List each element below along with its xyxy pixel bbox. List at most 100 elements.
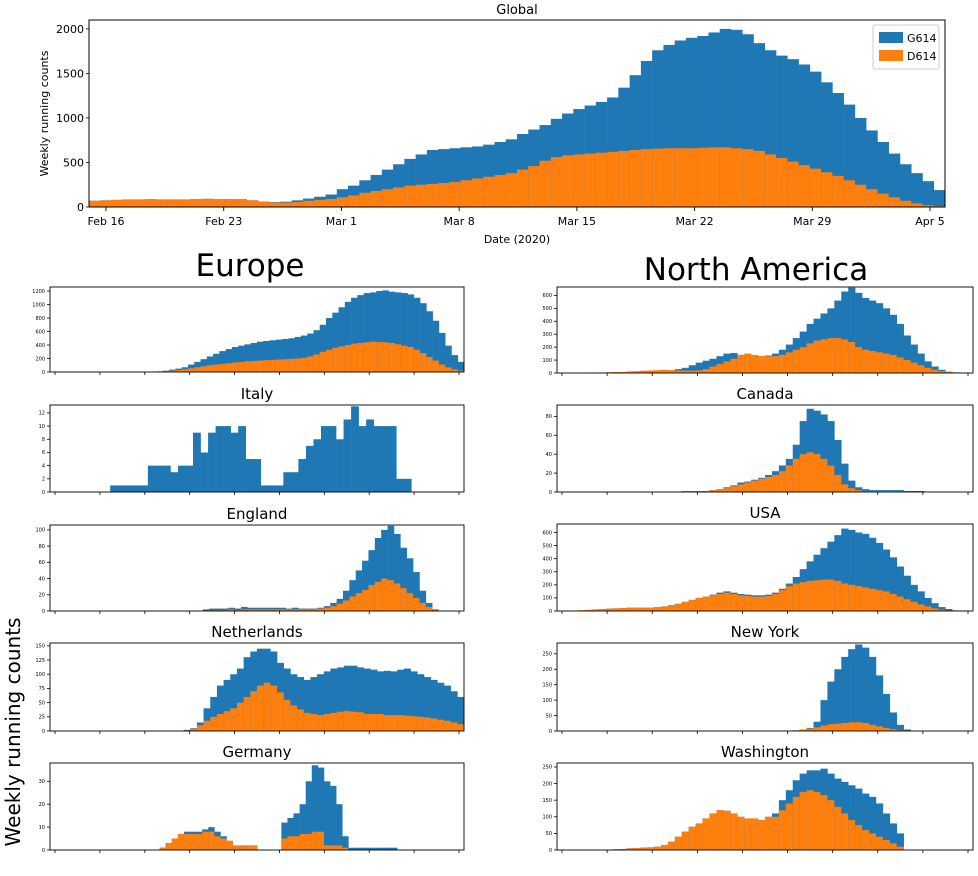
bar-d614 [269,202,281,207]
bar-g614 [293,813,300,850]
bar-d614 [827,800,835,850]
bar-g614 [253,607,261,611]
bar-d614 [827,338,835,373]
bar-g614 [342,836,349,850]
panel-title-usa: USA [749,504,781,522]
bar-d614 [737,484,745,492]
bar-d614 [336,197,349,207]
bar-d614 [667,841,676,850]
bar-g614 [896,323,904,373]
y-axis-label: Weekly running counts [38,50,51,176]
y-tick-label: 300 [542,332,552,338]
bar-g614 [202,609,210,611]
y-tick-label: 100 [35,672,45,678]
bar-d614 [311,609,318,611]
bar-d614 [363,342,371,372]
bar-d614 [326,349,333,372]
bar-g614 [438,149,450,207]
bar-d614 [395,344,402,372]
bar-d614 [288,358,295,372]
bar-d614 [848,488,856,492]
bar-g614 [938,607,946,611]
bar-g614 [185,465,194,492]
bar-d614 [406,593,414,611]
bar-d614 [764,154,777,207]
bar-d614 [122,199,135,207]
bar-g614 [382,290,390,372]
bar-d614 [820,725,828,731]
bar-d614 [931,369,939,373]
bar-d614 [834,723,842,731]
bar-d614 [827,724,835,731]
bar-d614 [287,836,294,850]
bar-g614 [832,93,844,207]
bar-g614 [208,432,216,492]
bar-g614 [269,340,277,372]
bar-d614 [310,713,318,731]
bar-d614 [922,205,935,207]
bar-g614 [194,361,201,372]
bar-g614 [413,572,420,611]
bar-d614 [213,364,220,372]
bar-d614 [862,349,870,373]
bar-d614 [277,692,285,731]
bar-g614 [809,71,822,208]
bar-d614 [719,147,732,207]
bar-g614 [843,104,856,207]
bar-d614 [924,367,932,373]
bar-d614 [647,370,655,373]
bar-d614 [723,361,731,373]
bar-g614 [899,164,912,207]
bar-g614 [420,303,427,372]
bar-g614 [147,465,156,492]
bar-d614 [332,347,339,372]
bar-d614 [855,722,863,731]
bar-g614 [423,677,431,731]
bar-d614 [232,845,240,850]
bar-g614 [351,406,359,492]
bar-d614 [323,845,331,850]
bar-g614 [855,487,863,492]
bar-d614 [381,189,394,207]
bar-g614 [354,847,361,850]
bar-d614 [841,813,849,850]
bar-g614 [882,813,891,850]
x-axis-label: Date (2020) [484,233,550,246]
bar-d614 [778,590,787,611]
bar-d614 [820,458,828,492]
bar-d614 [377,713,385,731]
bar-d614 [231,362,239,372]
bar-g614 [848,480,856,492]
bar-d614 [744,353,752,373]
bar-d614 [505,173,518,207]
bar-g614 [426,311,433,372]
bar-d614 [945,371,953,373]
bar-d614 [708,147,721,207]
bar-g614 [753,43,766,208]
bar-g614 [471,146,484,207]
y-tick-label: 8 [42,437,45,443]
bar-d614 [869,491,877,492]
bar-d614 [194,367,201,372]
bar-g614 [234,608,242,611]
bar-g614 [820,700,828,731]
bar-g614 [266,607,274,611]
axes-frame [49,642,465,732]
bar-d614 [896,491,904,492]
axes-frame [49,404,465,493]
panel-title-new-york: New York [731,623,800,641]
bar-g614 [875,675,884,731]
bar-g614 [360,847,367,850]
bar-g614 [388,426,397,492]
bar-g614 [323,781,331,850]
bar-g614 [945,609,953,611]
bar-d614 [855,586,863,611]
bar-d614 [200,366,208,372]
bar-d614 [323,607,331,611]
bar-d614 [716,810,724,850]
bar-d614 [787,161,799,207]
bar-d614 [806,452,814,492]
bar-d614 [407,347,415,372]
bar-d614 [417,716,425,731]
bar-d614 [330,845,337,850]
